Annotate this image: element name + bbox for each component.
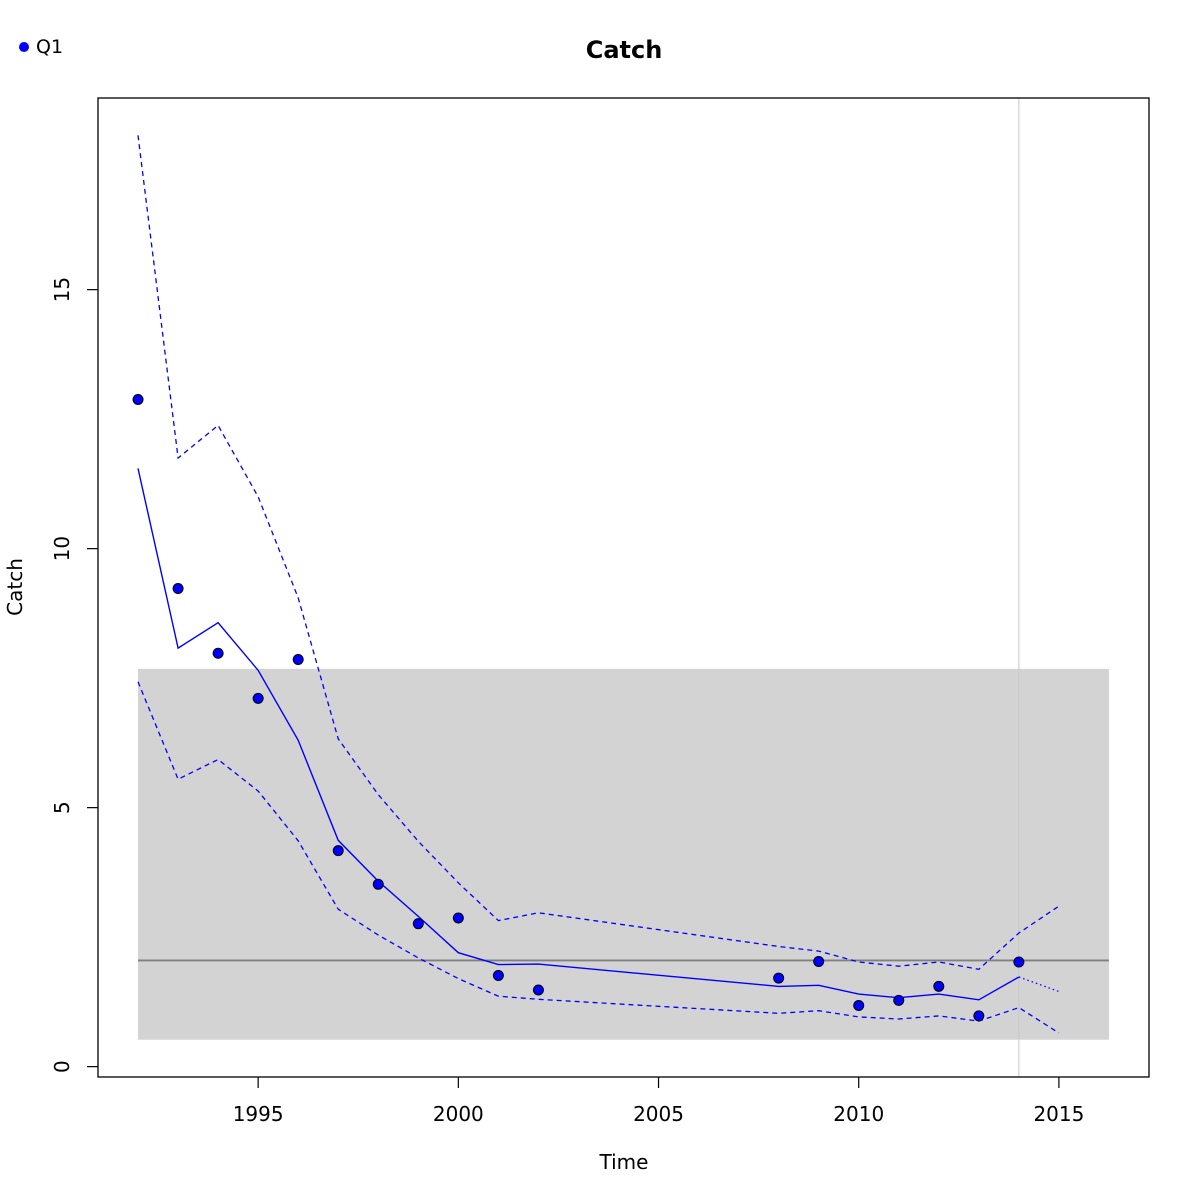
plot-layer bbox=[132, 98, 1109, 1077]
observed-point bbox=[212, 647, 224, 659]
x-tick-label: 2005 bbox=[633, 1102, 684, 1126]
upper-bound-line bbox=[137, 135, 1060, 970]
observed-point bbox=[973, 1010, 985, 1022]
shaded-band bbox=[138, 668, 1109, 1040]
x-tick-label: 2000 bbox=[433, 1102, 484, 1126]
legend-label-q1: Q1 bbox=[36, 36, 63, 58]
observed-point bbox=[332, 845, 344, 857]
observed-point bbox=[132, 393, 144, 405]
axes: 1995 2000 2005 2010 2015 0 5 10 15 bbox=[50, 277, 1084, 1126]
observed-point bbox=[532, 984, 544, 996]
plot-frame bbox=[97, 97, 1150, 1078]
observed-point bbox=[172, 583, 184, 595]
y-axis-label: Catch bbox=[3, 558, 27, 616]
y-tick-label: 15 bbox=[50, 277, 74, 302]
lower-bound-line bbox=[137, 681, 1060, 1034]
observed-point bbox=[1013, 956, 1025, 968]
observed-point bbox=[292, 654, 304, 666]
legend: Q1 bbox=[19, 36, 63, 58]
chart-title: Catch bbox=[586, 36, 663, 64]
x-tick-label: 2010 bbox=[833, 1102, 884, 1126]
fitted-line bbox=[137, 468, 1020, 1001]
observed-point bbox=[813, 955, 825, 967]
observed-point bbox=[252, 692, 264, 704]
y-tick-label: 5 bbox=[50, 801, 74, 814]
observed-point bbox=[372, 878, 384, 890]
observed-point bbox=[893, 994, 905, 1006]
observed-point bbox=[853, 1000, 865, 1012]
observed-point bbox=[452, 912, 464, 924]
observed-point bbox=[933, 980, 945, 992]
x-axis-label: Time bbox=[599, 1150, 649, 1174]
legend-marker-q1 bbox=[19, 42, 29, 52]
x-tick-label: 1995 bbox=[233, 1102, 284, 1126]
observed-point bbox=[773, 972, 785, 984]
observed-point bbox=[492, 969, 504, 981]
x-tick-label: 2015 bbox=[1033, 1102, 1084, 1126]
observed-point bbox=[412, 918, 424, 930]
y-tick-label: 10 bbox=[50, 536, 74, 561]
y-tick-label: 0 bbox=[50, 1060, 74, 1073]
